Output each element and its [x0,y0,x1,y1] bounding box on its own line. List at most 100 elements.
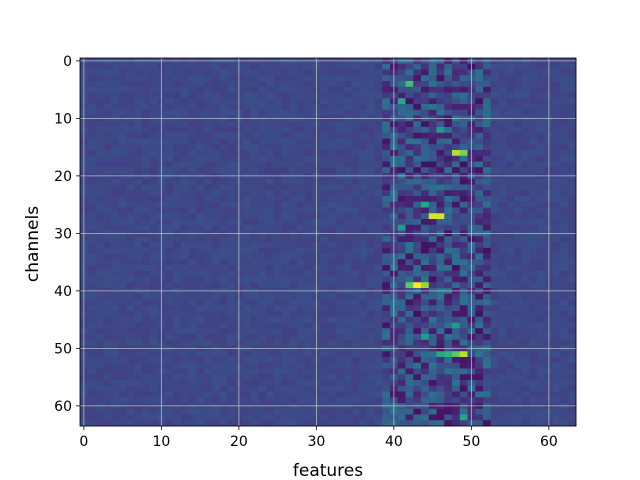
heatmap-cell [552,219,561,226]
heatmap-cell [552,420,561,427]
heatmap-cell [304,201,313,208]
heatmap-cell [328,178,337,185]
heatmap-cell [483,201,492,208]
heatmap-cell [250,391,259,398]
heatmap-cell [436,196,445,203]
heatmap-cell [421,351,430,358]
heatmap-cell [421,213,430,220]
heatmap-cell [351,104,360,111]
heatmap-cell [204,270,213,277]
heatmap-cell [490,161,499,168]
heatmap-cell [537,374,546,381]
heatmap-cell [250,270,259,277]
heatmap-cell [250,81,259,88]
heatmap-cell [374,127,383,134]
heatmap-cell [397,201,406,208]
heatmap-cell [568,339,577,346]
heatmap-cell [444,305,453,312]
heatmap-cell [452,293,461,300]
heatmap-cell [281,219,290,226]
heatmap-cell [521,391,530,398]
heatmap-cell [320,190,329,197]
heatmap-cell [459,178,468,185]
heatmap-cell [413,397,422,404]
heatmap-cell [506,368,515,375]
heatmap-cell [459,121,468,128]
heatmap-cell [95,81,104,88]
heatmap-cell [173,368,182,375]
heatmap-cell [537,109,546,116]
heatmap-cell [514,299,523,306]
heatmap-cell [204,368,213,375]
heatmap-cell [297,138,306,145]
heatmap-cell [180,224,189,231]
heatmap-cell [328,362,337,369]
heatmap-cell [250,351,259,358]
heatmap-cell [498,150,507,157]
heatmap-cell [397,408,406,415]
heatmap-cell [134,207,143,214]
heatmap-cell [436,247,445,254]
heatmap-cell [428,242,437,249]
heatmap-cell [428,414,437,421]
heatmap-cell [180,155,189,162]
heatmap-cell [173,184,182,191]
heatmap-cell [452,362,461,369]
x-tick-label: 0 [79,434,88,450]
heatmap-cell [266,201,275,208]
heatmap-cell [165,334,174,341]
heatmap-cell [568,150,577,157]
heatmap-cell [211,69,220,76]
heatmap-cell [188,282,197,289]
heatmap-cell [273,247,282,254]
heatmap-cell [397,420,406,427]
heatmap-cell [273,380,282,387]
heatmap-cell [452,63,461,70]
heatmap-cell [103,374,112,381]
heatmap-cell [459,385,468,392]
heatmap-cell [219,397,228,404]
heatmap-cell [180,253,189,260]
heatmap-cell [521,420,530,427]
heatmap-cell [95,138,104,145]
heatmap-cell [413,311,422,318]
heatmap-cell [521,190,530,197]
heatmap-cell [483,397,492,404]
heatmap-cell [134,351,143,358]
heatmap-cell [103,161,112,168]
heatmap-cell [397,184,406,191]
heatmap-cell [514,374,523,381]
heatmap-cell [242,374,251,381]
heatmap-cell [297,420,306,427]
heatmap-cell [227,253,236,260]
heatmap-cell [188,305,197,312]
heatmap-cell [351,270,360,277]
heatmap-cell [506,265,515,272]
heatmap-cell [87,270,96,277]
heatmap-cell [397,86,406,93]
heatmap-cell [188,334,197,341]
heatmap-cell [335,339,344,346]
heatmap-cell [87,414,96,421]
heatmap-cell [242,92,251,99]
heatmap-cell [351,357,360,364]
heatmap-cell [320,420,329,427]
heatmap-cell [266,339,275,346]
heatmap-cell [180,339,189,346]
heatmap-cell [529,86,538,93]
heatmap-cell [498,374,507,381]
heatmap-cell [490,265,499,272]
heatmap-cell [483,253,492,260]
heatmap-cell [118,207,127,214]
heatmap-cell [211,236,220,243]
heatmap-cell [204,109,213,116]
heatmap-cell [273,293,282,300]
heatmap-cell [211,380,220,387]
heatmap-cell [118,253,127,260]
heatmap-cell [142,414,151,421]
heatmap-cell [428,132,437,139]
heatmap-cell [335,242,344,249]
heatmap-cell [405,178,414,185]
heatmap-cell [266,270,275,277]
heatmap-cell [421,357,430,364]
